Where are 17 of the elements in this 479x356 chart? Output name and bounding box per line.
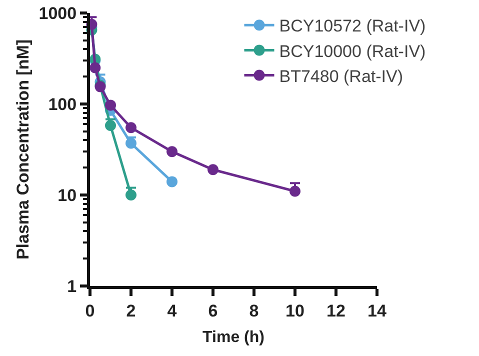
x-axis-title: Time (h): [202, 329, 264, 346]
y-tick-label: 100: [48, 94, 77, 114]
x-tick-label: 12: [326, 301, 346, 320]
legend-label: BCY10000 (Rat-IV): [279, 42, 426, 61]
y-tick-label: 10: [58, 186, 77, 205]
x-tick-label: 10: [286, 301, 304, 320]
x-tick-label: 4: [167, 301, 178, 320]
legend-label: BCY10572 (Rat-IV): [279, 16, 426, 36]
x-tick-label: 6: [208, 301, 218, 320]
y-axis-title: Plasma Concentration [nM]: [13, 39, 32, 260]
y-tick-label: 1: [67, 276, 77, 296]
legend-label: BT7480 (Rat-IV): [279, 66, 404, 86]
x-tick-label: 0: [85, 301, 95, 320]
x-tick-label: 14: [368, 301, 387, 320]
y-tick-label: 1000: [38, 4, 77, 23]
x-tick-label: 2: [126, 301, 136, 320]
x-tick-label: 8: [249, 301, 259, 320]
